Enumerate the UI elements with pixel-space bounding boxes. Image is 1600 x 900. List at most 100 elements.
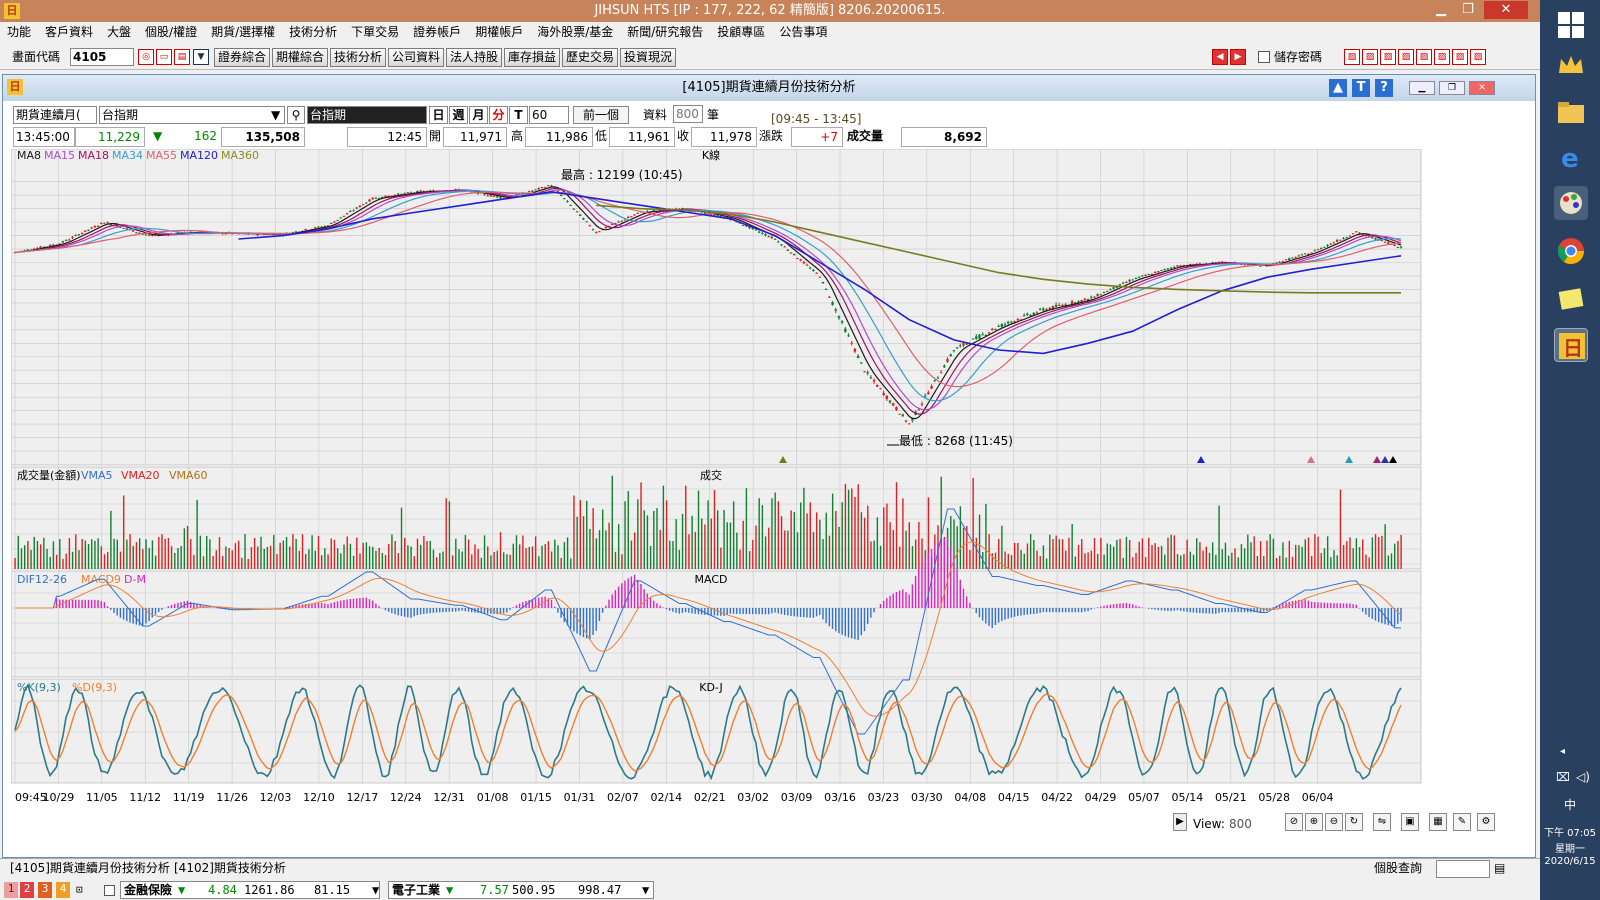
layout-3-icon[interactable]: 3: [38, 882, 52, 898]
toolbar-tool-icon[interactable]: ▨: [1470, 49, 1486, 65]
symbol-dropdown-icon[interactable]: ▼: [271, 108, 281, 122]
tab-4105[interactable]: [4105]期貨連續月份技術分析: [10, 861, 170, 875]
view-value[interactable]: 800: [1229, 817, 1252, 831]
status-checkbox[interactable]: [104, 885, 115, 896]
period-1[interactable]: 週: [449, 106, 468, 124]
menu-item-5[interactable]: 技術分析: [289, 25, 338, 39]
toolbar-tool-icon[interactable]: ▨: [1452, 49, 1468, 65]
save-password-checkbox[interactable]: [1258, 51, 1270, 63]
market-ticker-2[interactable]: [388, 881, 654, 899]
volume-bar: [1097, 553, 1099, 569]
view-tool-icon[interactable]: ⊕: [1305, 813, 1323, 831]
view-tool-icon[interactable]: ✎: [1453, 813, 1471, 831]
series-select[interactable]: 期貨連續月(: [13, 106, 97, 124]
stock-query-icon[interactable]: ▤: [1494, 861, 1506, 875]
toolbar-tool-icon[interactable]: ▨: [1398, 49, 1414, 65]
toolbar-tool-icon[interactable]: ▨: [1362, 49, 1378, 65]
menu-item-2[interactable]: 大盤: [107, 25, 132, 39]
period-0[interactable]: 日: [429, 106, 448, 124]
view-tool-icon[interactable]: ▦: [1429, 813, 1447, 831]
period-3[interactable]: 分: [489, 106, 508, 124]
menu-item-4[interactable]: 期貨/選擇權: [211, 25, 276, 39]
toolbar-button-2[interactable]: 技術分析: [330, 48, 386, 67]
restore-icon[interactable]: ❐: [1462, 2, 1474, 17]
paint-icon[interactable]: [1554, 186, 1588, 220]
code-input[interactable]: 4105: [70, 48, 134, 66]
window-icon[interactable]: ▭: [156, 49, 172, 65]
notes-icon[interactable]: [1554, 282, 1588, 316]
toolbar-button-3[interactable]: 公司資料: [388, 48, 444, 67]
menu-item-10[interactable]: 新聞/研究報告: [627, 25, 704, 39]
menu-item-0[interactable]: 功能: [7, 25, 32, 39]
chrome-icon[interactable]: [1554, 234, 1588, 268]
text-icon[interactable]: T: [1352, 79, 1370, 97]
market-ticker-1[interactable]: [120, 881, 380, 899]
menu-item-9[interactable]: 海外股票/基金: [537, 25, 614, 39]
toolbar-button-7[interactable]: 投資現況: [620, 48, 676, 67]
ime-indicator[interactable]: 中: [1564, 798, 1577, 812]
minimize-icon[interactable]: ▁: [1436, 2, 1446, 17]
dropdown-icon[interactable]: ▼: [193, 49, 209, 65]
menu-item-1[interactable]: 客戶資料: [45, 25, 94, 39]
menu-item-3[interactable]: 個股/權證: [145, 25, 198, 39]
menu-item-12[interactable]: 公告事項: [779, 25, 828, 39]
folder-icon[interactable]: [1554, 96, 1588, 130]
view-tool-icon[interactable]: ⇋: [1373, 813, 1391, 831]
period-2[interactable]: 月: [469, 106, 488, 124]
arrow-up-icon[interactable]: ▲: [1329, 79, 1347, 97]
view-tool-icon[interactable]: ⚙: [1477, 813, 1495, 831]
toolbar-tool-icon[interactable]: ▨: [1380, 49, 1396, 65]
symbol-input[interactable]: 台指期: [99, 106, 285, 124]
layout-4-icon[interactable]: 4: [56, 882, 70, 898]
close-icon[interactable]: ✕: [1484, 1, 1528, 19]
sub-minimize-icon[interactable]: ▁: [1409, 81, 1435, 95]
tab-4102[interactable]: [4102]期貨技術分析: [174, 861, 286, 875]
layout-1-icon[interactable]: 1: [4, 882, 18, 898]
sub-restore-icon[interactable]: ❐: [1439, 81, 1465, 95]
toolbar-tool-icon[interactable]: ▨: [1344, 49, 1360, 65]
print-icon[interactable]: ▤: [174, 49, 190, 65]
prev-arrow-icon[interactable]: ◀: [1212, 49, 1228, 65]
network-icon[interactable]: ⌧: [1556, 770, 1570, 784]
view-tool-icon[interactable]: ⊖: [1325, 813, 1343, 831]
windows-start-icon[interactable]: [1554, 8, 1588, 42]
toolbar-tool-icon[interactable]: ▨: [1434, 49, 1450, 65]
magnifier-icon[interactable]: ⚲: [287, 106, 305, 124]
toolbar-tool-icon[interactable]: ▨: [1416, 49, 1432, 65]
toolbar-button-1[interactable]: 期權綜合: [272, 48, 328, 67]
period-4[interactable]: T: [509, 106, 528, 124]
interval-select[interactable]: 60: [529, 106, 569, 124]
macd-bar: [1227, 608, 1230, 613]
menu-item-11[interactable]: 投顧專區: [717, 25, 766, 39]
menu-item-7[interactable]: 證券帳戶: [413, 25, 462, 39]
help-icon[interactable]: ?: [1375, 79, 1393, 97]
toolbar-button-4[interactable]: 法人持股: [446, 48, 502, 67]
crown-icon[interactable]: [1554, 48, 1588, 82]
macd-bar: [161, 608, 163, 610]
layout-2-icon[interactable]: 2: [20, 882, 34, 898]
sub-close-icon[interactable]: ✕: [1469, 81, 1495, 95]
view-tool-icon[interactable]: ▣: [1401, 813, 1419, 831]
prev-button[interactable]: 前一個: [573, 106, 629, 124]
search-icon[interactable]: ◎: [138, 49, 154, 65]
ticker-dropdown-icon[interactable]: ▼: [372, 883, 380, 897]
scroll-right-icon[interactable]: ▶: [1173, 813, 1187, 831]
toolbar-button-5[interactable]: 庫存損益: [504, 48, 560, 67]
next-arrow-icon[interactable]: ▶: [1230, 49, 1246, 65]
data-count-input[interactable]: 800: [673, 105, 703, 123]
ticker2-dropdown-icon[interactable]: ▼: [642, 883, 650, 897]
toolbar-button-6[interactable]: 歷史交易: [562, 48, 618, 67]
jihsun-app-icon[interactable]: 日: [1554, 328, 1588, 362]
tray-expand-icon[interactable]: ◂: [1560, 746, 1566, 757]
stock-query-input[interactable]: [1436, 860, 1490, 878]
view-tool-icon[interactable]: ↻: [1345, 813, 1363, 831]
ie-icon[interactable]: e: [1554, 140, 1588, 174]
volume-icon[interactable]: ◁): [1576, 770, 1590, 784]
menu-item-8[interactable]: 期權帳戶: [475, 25, 524, 39]
lock-icon[interactable]: ⊡: [76, 883, 83, 896]
view-tool-icon[interactable]: ⊘: [1285, 813, 1303, 831]
candle-body: [917, 409, 920, 411]
toolbar-button-0[interactable]: 證券綜合: [214, 48, 270, 67]
menu-item-6[interactable]: 下單交易: [351, 25, 400, 39]
